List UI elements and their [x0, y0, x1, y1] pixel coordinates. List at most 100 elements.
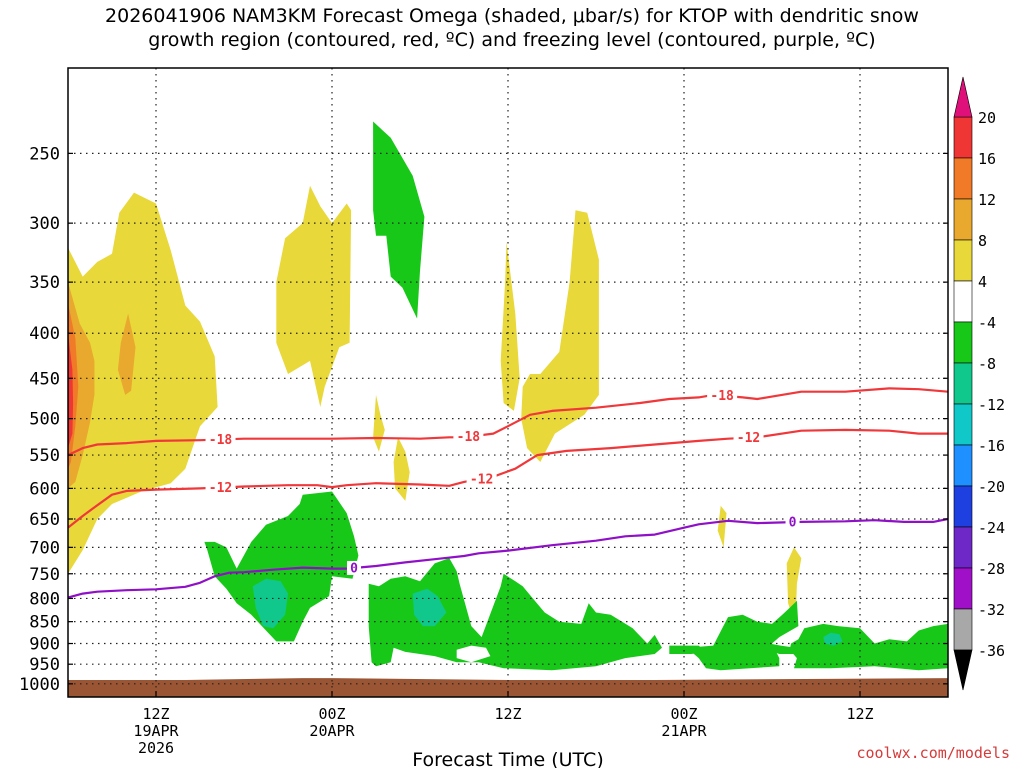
omega-region-3 [393, 437, 410, 501]
colorbar-label--16: -16 [978, 437, 1005, 455]
credit-text: coolwx.com/models [856, 744, 1010, 762]
y-tick-label-400: 400 [29, 324, 60, 344]
omega-region-1 [276, 185, 352, 407]
contour-label-bg-2-1 [785, 515, 800, 530]
contour-line-0C-2 [68, 517, 948, 599]
omega-region-19 [252, 578, 288, 629]
y-tick-label-900: 900 [29, 635, 60, 655]
x-tick-date-18: 20APR [309, 722, 355, 740]
contour-line--18C-0 [68, 387, 948, 457]
colorbar-bin-8-to-12 [953, 198, 973, 241]
y-tick-label-350: 350 [29, 273, 60, 293]
contour-label-bg-1-2 [733, 430, 764, 445]
colorbar-label-12: 12 [978, 191, 996, 209]
omega-region-4 [500, 241, 520, 411]
omega-region-12 [373, 121, 425, 319]
x-tick-date-42: 21APR [661, 722, 707, 740]
omega-region-2 [373, 394, 385, 452]
colorbar-bin--20-to--16 [953, 444, 973, 487]
colorbar-label--8: -8 [978, 355, 996, 373]
y-tick-label-950: 950 [29, 655, 60, 675]
y-tick-label-1000: 1000 [19, 675, 60, 695]
omega-region-9 [117, 313, 136, 395]
y-tick-label-800: 800 [29, 589, 60, 609]
omega-region-0 [68, 192, 218, 574]
x-tick-label-18: 00Z [318, 705, 345, 723]
y-tick-label-650: 650 [29, 510, 60, 530]
y-tick-label-750: 750 [29, 565, 60, 585]
contour-label--12: -12 [209, 481, 232, 496]
colorbar-label--32: -32 [978, 601, 1005, 619]
plot-area: -18 -18 -18 -12 -12 -12 0 0 [68, 68, 948, 697]
ground-below-surface [68, 678, 948, 697]
colorbar-label--36: -36 [978, 642, 1005, 660]
contour-label-0: 0 [350, 561, 358, 576]
omega-region-5 [521, 210, 599, 462]
omega-gap-0 [456, 645, 491, 663]
colorbar-label--4: -4 [978, 314, 996, 332]
contour-label--12: -12 [737, 431, 760, 446]
contour-label-bg-1-0 [205, 480, 236, 495]
x-tick-label-42: 00Z [670, 705, 697, 723]
colorbar-label-8: 8 [978, 232, 987, 250]
omega-region-20 [412, 588, 447, 627]
y-tick-label-600: 600 [29, 479, 60, 499]
omega-region-7 [786, 547, 802, 627]
omega-region-16 [686, 600, 799, 671]
colorbar-label-16: 16 [978, 150, 996, 168]
colorbar-bin-4-to-8 [953, 239, 973, 282]
omega-region-18 [767, 643, 796, 654]
x-tick-label-30: 12Z [494, 705, 521, 723]
colorbar-label--12: -12 [978, 396, 1005, 414]
chart-title-line-2: growth region (contoured, red, ºC) and f… [148, 29, 876, 51]
colorbar-bin--28-to--24 [953, 526, 973, 569]
contour-label-bg-1-1 [466, 471, 497, 486]
y-tick-label-550: 550 [29, 446, 60, 466]
colorbar-bin--4-to-4 [953, 280, 973, 323]
contour-line--12C-1 [68, 428, 948, 529]
colorbar-label--28: -28 [978, 560, 1005, 578]
contour-label-bg-0-0 [205, 432, 236, 447]
x-tick-date-6: 19APR [133, 722, 179, 740]
contour-label--12: -12 [470, 472, 493, 487]
contour-label-bg-0-2 [707, 388, 738, 403]
omega-region-21 [823, 632, 843, 646]
colorbar-bin--36-to--32 [953, 608, 973, 651]
x-tick-label-54: 12Z [846, 705, 873, 723]
contour-label--18: -18 [457, 430, 481, 445]
contour-label-bg-2-0 [347, 560, 361, 575]
omega-region-11 [68, 333, 74, 449]
y-tick-label-500: 500 [29, 410, 60, 430]
colorbar-bin--12-to--8 [953, 362, 973, 405]
colorbar-label-20: 20 [978, 109, 996, 127]
omega-region-6 [717, 505, 727, 548]
colorbar-label--20: -20 [978, 478, 1005, 496]
chart-title-line-1: 2026041906 NAM3KM Forecast Omega (shaded… [105, 5, 919, 27]
colorbar-over-arrow [953, 76, 973, 118]
contour-label--18: -18 [710, 389, 734, 404]
y-tick-label-250: 250 [29, 144, 60, 164]
x-tick-year-6: 2026 [138, 739, 174, 757]
omega-region-14 [368, 558, 662, 671]
colorbar-bin-16-to-20 [953, 116, 973, 159]
y-tick-label-700: 700 [29, 538, 60, 558]
colorbar-bin--24-to--20 [953, 485, 973, 528]
colorbar-bin--16-to--12 [953, 403, 973, 446]
omega-region-17 [789, 623, 948, 671]
colorbar-bin--8-to--4 [953, 321, 973, 364]
contour-label-0: 0 [789, 516, 797, 531]
colorbar-label-4: 4 [978, 273, 987, 291]
x-axis-title: Forecast Time (UTC) [412, 749, 603, 768]
omega-region-13 [204, 491, 359, 642]
colorbar-under-arrow [953, 649, 973, 691]
y-tick-label-450: 450 [29, 369, 60, 389]
y-tick-label-300: 300 [29, 214, 60, 234]
contour-label--18: -18 [209, 433, 233, 448]
colorbar-label--24: -24 [978, 519, 1005, 537]
x-tick-label-6: 12Z [142, 705, 169, 723]
contour-label-bg-0-1 [453, 429, 484, 444]
colorbar-bin--32-to--28 [953, 567, 973, 610]
y-tick-label-850: 850 [29, 613, 60, 633]
colorbar-bin-12-to-16 [953, 157, 973, 200]
